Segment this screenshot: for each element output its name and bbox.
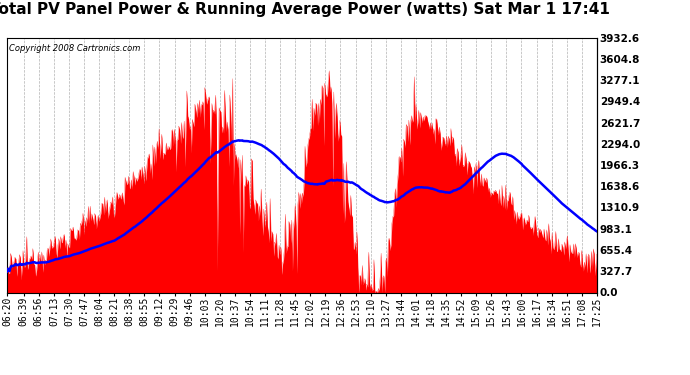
Text: Total PV Panel Power & Running Average Power (watts) Sat Mar 1 17:41: Total PV Panel Power & Running Average P… bbox=[0, 2, 610, 17]
Text: Copyright 2008 Cartronics.com: Copyright 2008 Cartronics.com bbox=[9, 44, 140, 53]
